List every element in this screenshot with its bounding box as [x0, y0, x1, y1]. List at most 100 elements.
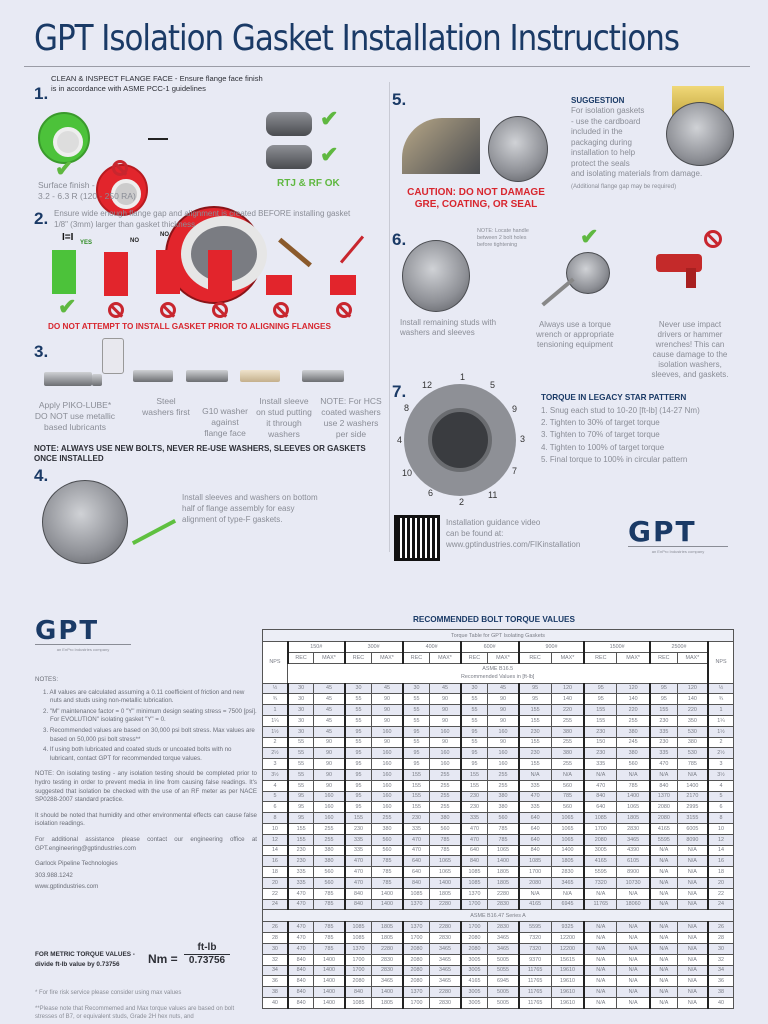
class-header: 300# — [343, 641, 404, 653]
video-info: Installation guidance video can be found… — [446, 517, 580, 550]
torque-cell: N/A — [616, 964, 651, 977]
qr-code[interactable] — [394, 515, 440, 561]
torque-cell: 335 — [517, 801, 552, 814]
table-row: 22 470 785 840 1400 1085 1805 1370 2280 N/A N/A N/A… — [261, 887, 735, 900]
torque-cell: 230 — [583, 725, 618, 738]
torque-cell: 4165 — [459, 975, 489, 988]
table-row: 34 840 1400 1700 2830 2080 3465 3005 5055 11765 19… — [261, 964, 735, 977]
nps-cell: 2½ — [261, 747, 289, 760]
class-header: 400# — [401, 641, 462, 653]
torque-cell: 560 — [429, 822, 462, 835]
torque-cell: 160 — [371, 747, 404, 760]
gasket-closeup-image — [402, 118, 480, 174]
nps-cell: 3 — [706, 758, 735, 770]
torque-cell: 2080 — [401, 942, 431, 955]
torque-cell: 45 — [313, 682, 346, 695]
caption-line: DO NOT use metallic — [34, 411, 116, 421]
torque-cell: N/A — [583, 975, 618, 988]
torque-cell: 55 — [459, 736, 489, 749]
star-pattern-flange-image — [404, 384, 516, 496]
torque-cell: 230 — [286, 855, 315, 868]
torque-cell: 785 — [371, 855, 404, 868]
torque-cell: 3005 — [459, 986, 489, 998]
caption-line: coated washers — [321, 407, 381, 417]
caption-line: flange face — [204, 428, 246, 438]
torque-cell: N/A — [583, 942, 618, 955]
step-4-text-line3: alignment of type-F gaskets. — [182, 515, 283, 524]
torque-cell: 640 — [401, 866, 431, 878]
torque-wrench-icon — [541, 277, 575, 307]
torque-cell: N/A — [616, 986, 651, 998]
torque-cell: 160 — [487, 758, 520, 770]
nps-cell: 28 — [261, 932, 289, 944]
bolt-hcs-washers-image — [302, 370, 344, 382]
rec-max-header-row: REC MAX* REC MAX* REC MAX* REC MAX* REC MAX* REC MA… — [263, 651, 734, 664]
table-row: 40 840 1400 1085 1805 1700 2830 3005 5005 11765 19… — [261, 996, 735, 1009]
torque-cell: N/A — [676, 898, 709, 911]
torque-cell: 1400 — [550, 844, 585, 857]
class-header: 2500# — [649, 641, 709, 653]
torque-cell: 95 — [583, 693, 618, 706]
torque-cell: 1400 — [371, 986, 404, 998]
step-2-text: Ensure wide enough flange gap and alignm… — [54, 208, 350, 230]
torque-cell: 45 — [429, 682, 462, 695]
video-link[interactable]: www.gptindustries.com/FIKinstallation — [446, 540, 581, 549]
nps-cell: 4 — [261, 779, 289, 792]
torque-cell: 4165 — [649, 822, 678, 835]
torque-cell: 1085 — [459, 866, 489, 878]
torque-cell: 160 — [371, 801, 404, 814]
suggestion-line: packaging during — [571, 137, 632, 147]
torque-cell: N/A — [676, 921, 709, 934]
nps-cell: 2 — [261, 736, 289, 749]
metric-conversion-text: FOR METRIC TORQUE VALUES - divide ft-lb … — [35, 950, 135, 970]
torque-cell: 1805 — [487, 866, 520, 878]
step-3-caption-hcs: NOTE: For HCS coated washers use 2 washe… — [318, 396, 384, 440]
torque-cell: 560 — [371, 844, 404, 857]
torque-cell: 3465 — [371, 975, 404, 988]
torque-cell: 155 — [401, 779, 431, 792]
torque-cell: 140 — [616, 693, 651, 706]
torque-cell: 90 — [313, 747, 346, 760]
caption-line: Install remaining studs with — [400, 318, 497, 327]
note-item: 2. "M" maintenance factor = 0 "Y" minimu… — [43, 707, 257, 724]
torque-cell: N/A — [583, 953, 618, 966]
torque-cell: 470 — [459, 833, 489, 846]
torque-cell: 840 — [286, 975, 315, 988]
torque-cell: N/A — [649, 942, 678, 955]
torque-cell: N/A — [616, 942, 651, 955]
torque-cell: 2830 — [429, 996, 462, 1009]
torque-cell: N/A — [676, 964, 709, 977]
torque-cell: 95 — [343, 758, 373, 770]
torque-cell: 2080 — [401, 953, 431, 966]
nps-cell: ½ — [706, 682, 735, 695]
torque-cell: 10730 — [616, 876, 651, 889]
humidity-note: It should be noted that humidity and oth… — [35, 811, 257, 828]
torque-cell: 255 — [313, 833, 346, 846]
torque-cell: 2170 — [676, 790, 709, 803]
torque-cell: 230 — [517, 725, 552, 738]
company-name: Garlock Pipeline Technologies — [35, 860, 118, 868]
suggestion-line: protect the seals — [571, 158, 630, 168]
rec-header: REC — [583, 651, 618, 664]
step-3-note-line1: NOTE: ALWAYS USE NEW BOLTS, NEVER RE-USE… — [34, 444, 366, 453]
alignment-warning: DO NOT ATTEMPT TO INSTALL GASKET PRIOR T… — [48, 322, 331, 331]
company-website[interactable]: www.gptindustries.com — [35, 883, 99, 891]
torque-cell: 560 — [550, 801, 585, 814]
torque-cell: 785 — [616, 779, 651, 792]
torque-cell: 335 — [343, 844, 373, 857]
torque-cell: 220 — [550, 704, 585, 716]
isolation-testing-note: NOTE: On isolating testing - any isolati… — [35, 770, 257, 804]
nps-cell: 34 — [706, 964, 735, 977]
torque-cell: 1085 — [343, 921, 373, 934]
torque-cell: N/A — [583, 964, 618, 977]
torque-cell: 95 — [286, 801, 315, 814]
torque-cell: 3005 — [459, 996, 489, 1009]
torque-cell: 5595 — [583, 866, 618, 878]
torque-cell: 3005 — [459, 964, 489, 977]
caption-line: NOTE: For HCS — [320, 396, 382, 406]
step-2-text-line2: 1/8" (3mm) larger than gasket thickness — [54, 220, 196, 229]
torque-cell: 4165 — [517, 898, 552, 911]
torque-cell: 380 — [616, 747, 651, 760]
torque-cell: 1700 — [459, 898, 489, 911]
torque-cell: N/A — [676, 887, 709, 900]
